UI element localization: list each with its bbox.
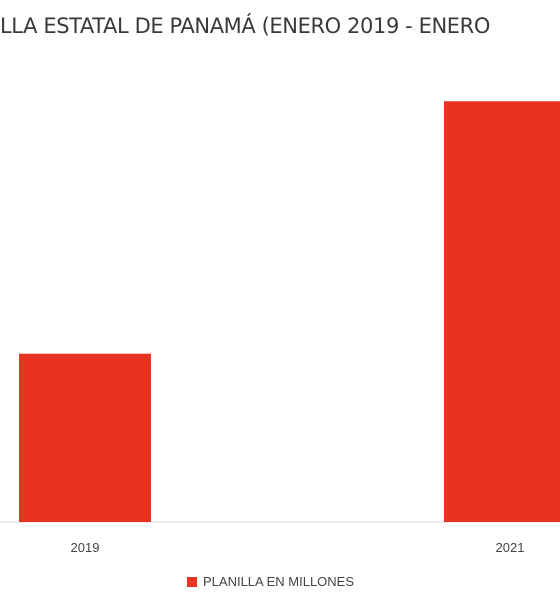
bar-2021 [444,101,560,522]
chart-title: LLA ESTATAL DE PANAMÁ (ENERO 2019 - ENER… [0,14,490,38]
x-tick-labels: 2019 2021 [71,540,525,555]
bar-2019 [19,353,151,522]
legend-label: PLANILLA EN MILLONES [203,574,355,589]
x-tick-label-2021: 2021 [496,540,525,555]
legend: PLANILLA EN MILLONES [187,574,354,589]
legend-swatch [187,576,197,587]
bars-layer [19,101,560,522]
x-tick-label-2019: 2019 [71,540,100,555]
